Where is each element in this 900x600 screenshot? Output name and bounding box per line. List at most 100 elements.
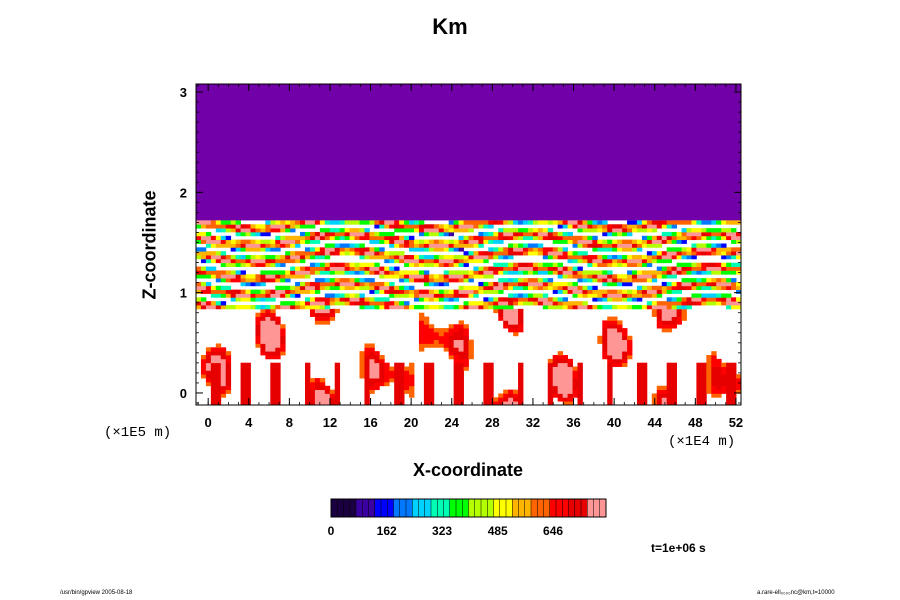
heatmap-cell	[681, 239, 687, 244]
heatmap-cell	[468, 347, 474, 352]
heatmap-cell	[612, 247, 618, 252]
heatmap-cell	[498, 393, 504, 398]
x-tick-label: 12	[323, 415, 337, 430]
heatmap-cell	[552, 231, 559, 237]
heatmap-cell	[483, 281, 489, 287]
heatmap-cell	[240, 305, 246, 310]
heatmap-cell	[508, 247, 514, 252]
heatmap-cell	[597, 270, 603, 275]
heatmap-cell	[602, 258, 608, 264]
heatmap-cell	[617, 281, 623, 287]
heatmap-cell	[622, 328, 628, 333]
heatmap-cell	[532, 281, 539, 287]
heatmap-cell	[270, 278, 276, 283]
heatmap-cell	[285, 235, 291, 241]
heatmap-cell	[225, 389, 232, 394]
heatmap-cell	[567, 370, 573, 375]
heatmap-cell	[513, 293, 519, 298]
heatmap-cell	[418, 347, 425, 352]
heatmap-cell	[557, 351, 564, 356]
heatmap-cell	[508, 220, 514, 225]
heatmap-cell	[225, 258, 232, 264]
heatmap-cell	[423, 293, 430, 298]
heatmap-cell	[448, 247, 455, 252]
heatmap-cell	[468, 235, 474, 241]
heatmap-cell	[706, 235, 712, 241]
heatmap-cell	[270, 381, 276, 387]
heatmap-cell	[731, 235, 737, 241]
heatmap-cell	[240, 397, 246, 402]
heatmap-cell	[552, 366, 559, 371]
heatmap-cell	[196, 301, 202, 306]
heatmap-cell	[641, 362, 648, 367]
heatmap-cell	[651, 393, 658, 398]
heatmap-cell	[503, 297, 509, 302]
heatmap-cell	[414, 293, 420, 298]
heatmap-cell	[627, 355, 633, 360]
heatmap-cell	[527, 231, 534, 237]
heatmap-cell	[309, 305, 316, 310]
heatmap-cell	[701, 385, 707, 391]
colorbar-tick-label: 162	[377, 524, 397, 538]
heatmap-cell	[686, 220, 692, 225]
heatmap-cell	[364, 374, 370, 379]
heatmap-cell	[339, 235, 346, 241]
heatmap-cell	[701, 228, 707, 233]
heatmap-cell	[706, 220, 712, 225]
heatmap-cell	[458, 362, 464, 367]
heatmap-cell	[275, 258, 281, 264]
heatmap-cell	[636, 374, 643, 379]
heatmap-cell	[215, 251, 222, 256]
heatmap-cell	[389, 366, 395, 371]
heatmap-cell	[602, 297, 608, 302]
heatmap-cell	[498, 262, 504, 267]
heatmap-cell	[319, 262, 326, 267]
heatmap-cell	[215, 255, 222, 260]
heatmap-cell	[602, 331, 608, 337]
heatmap-cell	[557, 270, 564, 275]
heatmap-cell	[334, 389, 341, 394]
heatmap-cell	[661, 397, 668, 402]
heatmap-cell	[389, 224, 395, 229]
heatmap-cell	[562, 358, 568, 364]
heatmap-cell	[319, 228, 326, 233]
heatmap-cell	[706, 243, 712, 248]
heatmap-cell	[651, 235, 658, 241]
heatmap-cell	[339, 281, 346, 287]
heatmap-cell	[443, 224, 450, 229]
heatmap-cell	[453, 305, 459, 310]
heatmap-cell	[721, 255, 727, 260]
heatmap-cell	[255, 305, 261, 310]
heatmap-cell	[711, 355, 717, 360]
heatmap-cell	[295, 266, 301, 271]
heatmap-cell	[488, 270, 494, 275]
heatmap-cell	[612, 339, 618, 344]
heatmap-cell	[627, 220, 633, 225]
heatmap-cell	[592, 270, 598, 275]
heatmap-cell	[513, 281, 519, 287]
heatmap-cell	[731, 278, 737, 283]
heatmap-cell	[339, 301, 346, 306]
heatmap-cell	[324, 228, 331, 233]
heatmap-cell	[418, 297, 425, 302]
heatmap-cell	[210, 393, 217, 398]
heatmap-cell	[681, 266, 687, 271]
heatmap-cell	[458, 331, 464, 337]
heatmap-cell	[721, 366, 727, 371]
heatmap-cell	[651, 255, 658, 260]
heatmap-cell	[468, 301, 474, 306]
heatmap-cell	[671, 220, 677, 225]
heatmap-cell	[721, 278, 727, 283]
heatmap-cell	[617, 358, 623, 364]
heatmap-cell	[622, 239, 628, 244]
heatmap-cell	[414, 305, 420, 310]
heatmap-cell	[666, 220, 673, 225]
heatmap-cell	[270, 366, 276, 371]
heatmap-cell	[542, 305, 549, 310]
heatmap-cell	[418, 243, 425, 248]
heatmap-cell	[562, 255, 568, 260]
heatmap-cell	[508, 305, 514, 310]
heatmap-cell	[518, 266, 524, 271]
heatmap-cell	[646, 270, 653, 275]
heatmap-cell	[265, 243, 271, 248]
